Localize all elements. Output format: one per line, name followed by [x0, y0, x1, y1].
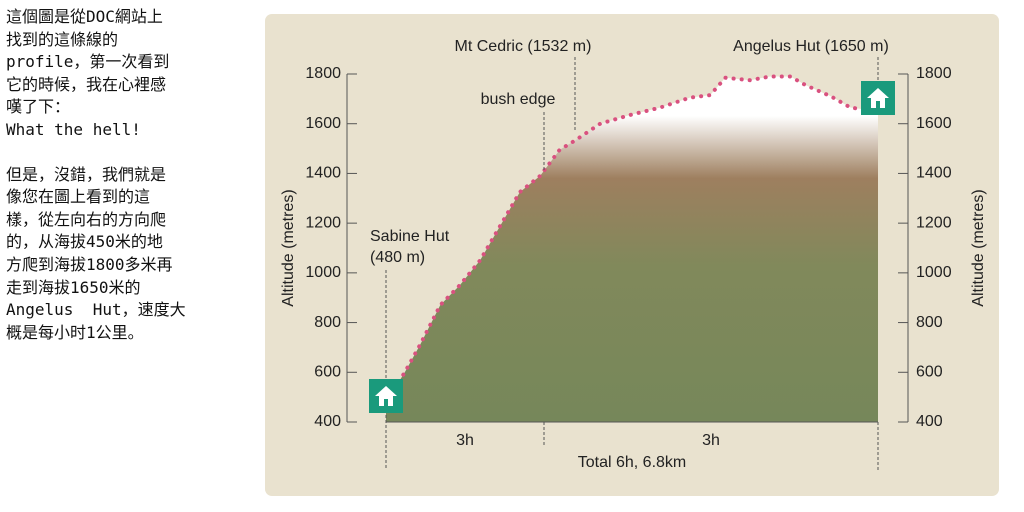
hut-shape: [375, 386, 397, 406]
text-line: Angelus Hut，速度大: [6, 300, 186, 320]
y2-tick-label: 1400: [916, 165, 952, 182]
text-line: 它的時候，我在心裡感: [6, 74, 167, 94]
annotation: Angelus Hut (1650 m): [733, 38, 889, 55]
segment-label: 3h: [702, 432, 720, 449]
paragraph: 這個圖是從DOC網站上 找到的這條線的 profile，第一次看到 它的時候，我在心裡…: [6, 6, 238, 142]
y-axis-title: Altitude (metres): [280, 189, 297, 306]
text-line: 這個圖是從DOC網站上: [6, 7, 163, 26]
annotation: Mt Cedric (1532 m): [455, 38, 592, 55]
y-tick-label: 1200: [305, 214, 341, 231]
text-line: 樣，從左向右的方向爬: [6, 209, 167, 229]
total-label: Total 6h, 6.8km: [578, 454, 687, 471]
y-tick-label: 1800: [305, 65, 341, 82]
text-line: 但是，沒錯，我們就是: [6, 164, 167, 184]
text-line: 概是每小时1公里。: [6, 322, 144, 342]
text-line: 嘆了下：: [6, 97, 71, 117]
area: [386, 76, 878, 422]
text-line: 走到海拔1650米的: [6, 277, 141, 297]
hut-icon: [369, 379, 403, 413]
text-line: 方爬到海拔1800多米再: [6, 254, 173, 274]
y-tick-label: 1400: [305, 165, 341, 182]
y-tick-label: 400: [314, 413, 341, 430]
y2-tick-label: 600: [916, 364, 943, 381]
text-line: 的，从海拔450米的地: [6, 232, 163, 252]
y2-tick-label: 1200: [916, 214, 952, 231]
y2-tick-label: 1000: [916, 264, 952, 281]
y-tick-label: 600: [314, 364, 341, 381]
text-line: 找到的這條線的: [6, 29, 119, 49]
annotation: Sabine Hut: [370, 228, 450, 245]
y2-tick-label: 400: [916, 413, 943, 430]
article: 這個圖是從DOC網站上 找到的這條線的 profile，第一次看到 它的時候，我在心裡…: [6, 6, 238, 366]
text-line: What the hell!: [6, 119, 141, 139]
y-tick-label: 800: [314, 314, 341, 331]
text-line: profile，第一次看到: [6, 52, 170, 72]
paragraph: 但是，沒錯，我們就是 像您在圖上看到的這 樣，從左向右的方向爬 的，从海拔450米的地…: [6, 164, 238, 345]
y2-tick-label: 1800: [916, 65, 952, 82]
y2-tick-label: 1600: [916, 115, 952, 132]
profile-line: [384, 74, 880, 405]
y2-axis-title: Altitude (metres): [970, 189, 987, 306]
y-tick-label: 1000: [305, 264, 341, 281]
hut-icon: [861, 81, 895, 115]
hut-shape: [867, 88, 889, 108]
y-tick-label: 1600: [305, 115, 341, 132]
segment-label: 3h: [456, 432, 474, 449]
annotation: (480 m): [370, 249, 425, 266]
y2-tick-label: 800: [916, 314, 943, 331]
annotation: bush edge: [481, 91, 556, 108]
text-line: 像您在圖上看到的這: [6, 187, 151, 207]
